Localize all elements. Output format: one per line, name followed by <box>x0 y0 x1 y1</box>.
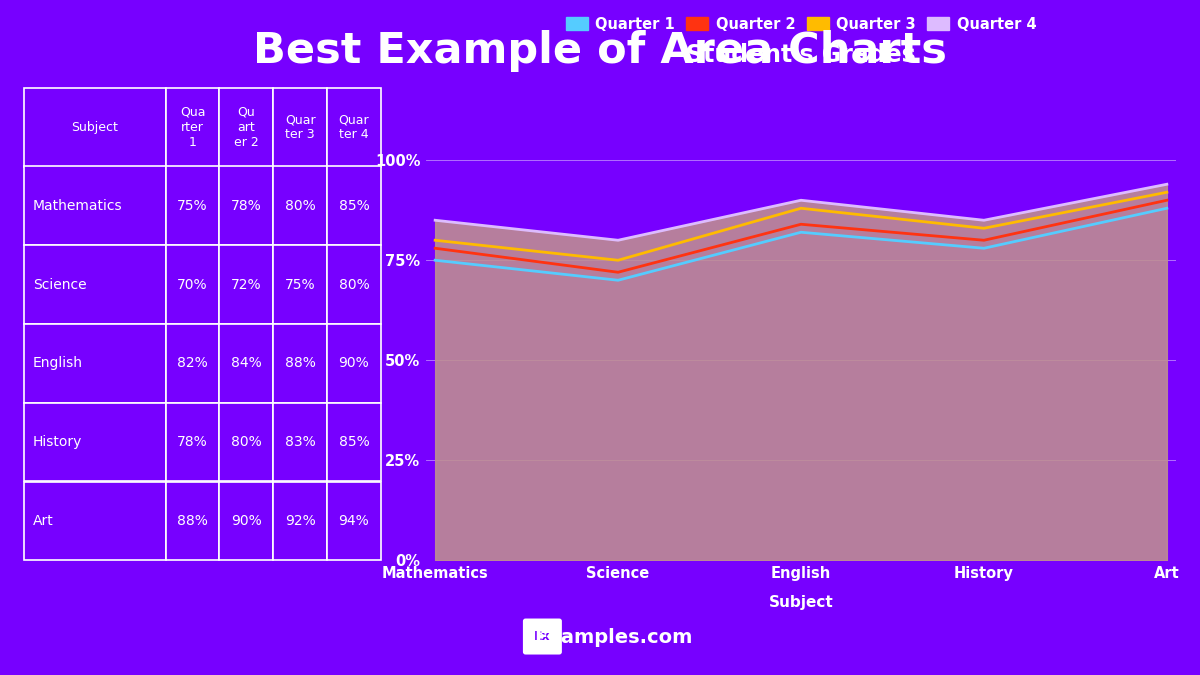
X-axis label: Subject: Subject <box>769 595 833 610</box>
Bar <box>166 324 220 403</box>
Bar <box>166 245 220 324</box>
Bar <box>328 481 380 560</box>
Bar <box>166 481 220 560</box>
Text: 80%: 80% <box>230 435 262 449</box>
Bar <box>328 88 380 167</box>
Bar <box>166 167 220 245</box>
Bar <box>328 403 380 481</box>
Text: Best Example of Area Charts: Best Example of Area Charts <box>253 30 947 72</box>
Bar <box>274 324 328 403</box>
Bar <box>24 481 166 560</box>
Bar <box>328 245 380 324</box>
Bar <box>274 167 328 245</box>
Bar <box>220 403 274 481</box>
Bar <box>328 324 380 403</box>
Text: 78%: 78% <box>178 435 208 449</box>
Text: Examples.com: Examples.com <box>508 628 692 647</box>
Text: 85%: 85% <box>338 199 370 213</box>
Text: 90%: 90% <box>230 514 262 528</box>
Text: 72%: 72% <box>230 277 262 292</box>
Bar <box>24 403 166 481</box>
Bar <box>166 88 220 167</box>
Text: 83%: 83% <box>284 435 316 449</box>
Title: Student's Grades: Student's Grades <box>686 43 916 67</box>
Text: Qua
rter
1: Qua rter 1 <box>180 105 205 148</box>
Text: Quar
ter 4: Quar ter 4 <box>338 113 370 141</box>
FancyBboxPatch shape <box>523 618 562 655</box>
Bar <box>24 324 166 403</box>
Text: 85%: 85% <box>338 435 370 449</box>
Text: Art: Art <box>32 514 54 528</box>
Bar <box>220 167 274 245</box>
Text: 88%: 88% <box>284 356 316 371</box>
Bar <box>328 167 380 245</box>
Bar <box>24 88 166 167</box>
Text: Mathematics: Mathematics <box>32 199 122 213</box>
Bar <box>274 245 328 324</box>
Bar <box>220 88 274 167</box>
Bar <box>220 324 274 403</box>
Bar <box>274 88 328 167</box>
Text: History: History <box>32 435 83 449</box>
Bar <box>274 481 328 560</box>
Bar <box>220 481 274 560</box>
Bar <box>24 167 166 245</box>
Bar <box>24 245 166 324</box>
Bar <box>166 403 220 481</box>
Text: 70%: 70% <box>178 277 208 292</box>
Text: 88%: 88% <box>178 514 208 528</box>
Text: 84%: 84% <box>230 356 262 371</box>
Text: 75%: 75% <box>284 277 316 292</box>
Text: 94%: 94% <box>338 514 370 528</box>
Text: 80%: 80% <box>284 199 316 213</box>
Text: Qu
art
er 2: Qu art er 2 <box>234 105 259 148</box>
Text: 82%: 82% <box>178 356 208 371</box>
Text: 92%: 92% <box>284 514 316 528</box>
Text: 78%: 78% <box>230 199 262 213</box>
Text: English: English <box>32 356 83 371</box>
Text: 75%: 75% <box>178 199 208 213</box>
Text: Ex: Ex <box>534 630 551 643</box>
Bar <box>220 245 274 324</box>
Text: 80%: 80% <box>338 277 370 292</box>
Text: 90%: 90% <box>338 356 370 371</box>
Text: Subject: Subject <box>71 121 119 134</box>
Legend: Quarter 1, Quarter 2, Quarter 3, Quarter 4: Quarter 1, Quarter 2, Quarter 3, Quarter… <box>562 12 1040 36</box>
Bar <box>274 403 328 481</box>
Text: Science: Science <box>32 277 86 292</box>
Text: Quar
ter 3: Quar ter 3 <box>284 113 316 141</box>
